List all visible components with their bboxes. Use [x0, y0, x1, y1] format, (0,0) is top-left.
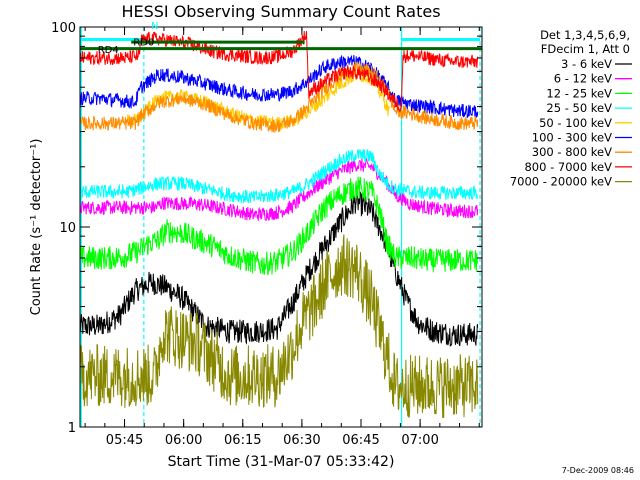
axis-layer: 05:45 06:00 06:15 06:30 06:45 07:00 1 10 100: [51, 21, 482, 448]
series-line-7: [79, 61, 479, 134]
legend-label-5: 50 - 100 keV: [539, 116, 612, 130]
x-tick-label-4: 06:30: [283, 433, 320, 448]
interval-bar-2: [401, 38, 481, 41]
y-tick-label-1: 1: [68, 421, 76, 436]
y-tick-label-3: 100: [51, 21, 76, 36]
series-line-1: [79, 189, 479, 347]
interval-bar-1: [81, 38, 144, 41]
y-axis-label: Count Rate (s⁻¹ detector⁻¹): [29, 139, 44, 316]
legend-header-line-2: FDecim 1, Att 0: [540, 42, 630, 56]
series-line-3: [79, 176, 479, 276]
series-line-6: [79, 55, 479, 118]
series-line-2: [79, 157, 479, 221]
annotation-rd0: RD0: [133, 37, 154, 48]
generation-timestamp: 7-Dec-2009 08:46: [561, 466, 634, 475]
legend-header-line-1: Det 1,3,4,5,6,9,: [540, 28, 630, 42]
legend-label-7: 300 - 800 keV: [532, 145, 612, 159]
x-tick-label-5: 06:45: [342, 433, 379, 448]
legend-label-8: 800 - 7000 keV: [524, 160, 612, 174]
legend-label-4: 25 - 50 keV: [546, 101, 612, 115]
x-tick-label-3: 06:15: [224, 433, 261, 448]
legend-label-1: 3 - 6 keV: [561, 57, 612, 71]
x-tick-label-6: 07:00: [401, 433, 438, 448]
legend-label-6: 100 - 300 keV: [532, 131, 612, 145]
chart-title: HESSI Observing Summary Count Rates: [121, 2, 441, 21]
legend-label-2: 6 - 12 keV: [554, 72, 612, 86]
series-layer: [79, 30, 482, 419]
series-line-5: [126, 68, 390, 131]
legend-label-3: 12 - 25 keV: [546, 86, 612, 100]
annotation-n: N: [151, 21, 158, 32]
x-axis-label: Start Time (31-Mar-07 05:33:42): [168, 454, 395, 470]
legend-label-9: 7000 - 20000 keV: [510, 175, 612, 189]
series-line-9: [79, 234, 479, 419]
x-tick-label-2: 06:00: [165, 433, 202, 448]
y-tick-label-2: 10: [59, 221, 76, 236]
annotation-layer: RD0 RD4 N: [98, 21, 159, 56]
x-tick-label-1: 05:45: [106, 433, 143, 448]
series-line-4: [79, 148, 478, 204]
series-line-8: [79, 30, 479, 112]
annotation-rd4: RD4: [98, 45, 119, 56]
